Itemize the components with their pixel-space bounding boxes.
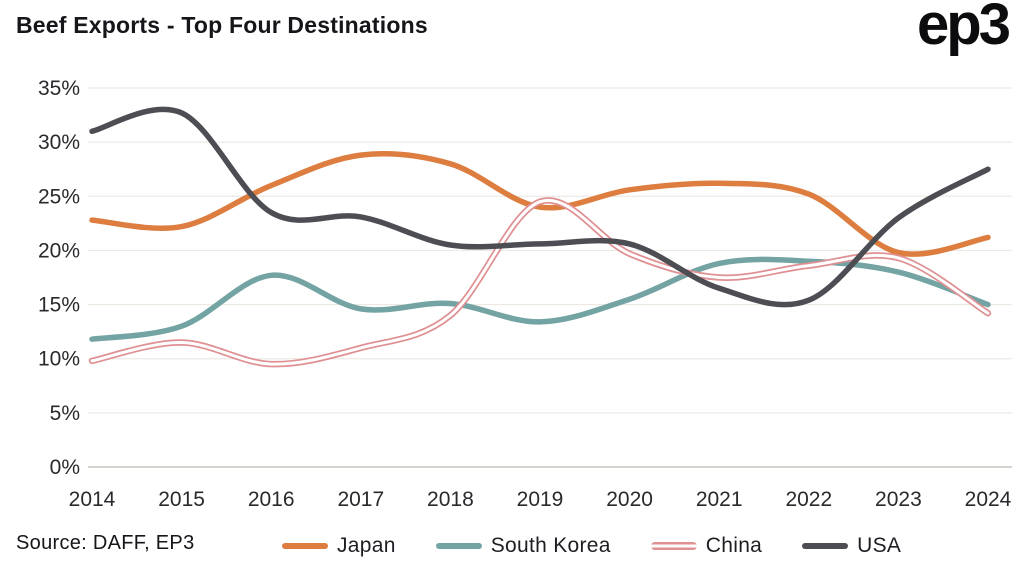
japan-line-swatch [282, 543, 328, 549]
y-axis-label: 0% [50, 456, 80, 479]
legend-label-china: China [705, 534, 763, 557]
x-axis-label: 2023 [875, 488, 922, 511]
x-axis-label: 2019 [517, 488, 564, 511]
legend-label-usa: USA [857, 534, 902, 557]
south-korea-line-swatch [435, 543, 482, 549]
source-note: Source: DAFF, EP3 [16, 532, 195, 554]
legend-item-usa: USA [802, 534, 901, 558]
y-axis-label: 20% [38, 239, 80, 262]
ep3-logo: ep3 [917, 0, 1011, 57]
legend-item-south-korea: South Korea [435, 534, 611, 558]
legend-label-japan: Japan [337, 534, 396, 557]
china-line-swatch [650, 542, 697, 550]
y-axis-label: 10% [38, 348, 80, 371]
x-axis-label: 2021 [696, 488, 743, 511]
series-line-japan [89, 150, 991, 257]
x-axis-label: 2020 [606, 488, 653, 511]
legend-label-south-korea: South Korea [490, 534, 611, 557]
series-line-south-korea [89, 256, 991, 342]
x-axis-label: 2022 [785, 488, 832, 511]
x-axis-label: 2014 [69, 488, 116, 511]
x-axis-label: 2024 [965, 488, 1012, 511]
usa-line-swatch [802, 543, 849, 549]
y-axis-label: 15% [38, 294, 80, 317]
legend-item-china: China [650, 534, 763, 558]
chart-title: Beef Exports - Top Four Destinations [16, 12, 428, 38]
x-axis-label: 2017 [337, 488, 384, 511]
series-line-china-inner [90, 198, 990, 366]
series-line-usa [89, 106, 991, 308]
y-axis-label: 35% [38, 77, 80, 100]
y-axis-label: 30% [38, 131, 80, 154]
legend: Japan South Korea China USA [282, 534, 901, 558]
x-axis-label: 2018 [427, 488, 474, 511]
legend-item-japan: Japan [282, 534, 396, 558]
x-axis-label: 2015 [158, 488, 205, 511]
y-axis-label: 5% [50, 402, 80, 425]
y-axis-label: 25% [38, 185, 80, 208]
x-axis-label: 2016 [248, 488, 295, 511]
